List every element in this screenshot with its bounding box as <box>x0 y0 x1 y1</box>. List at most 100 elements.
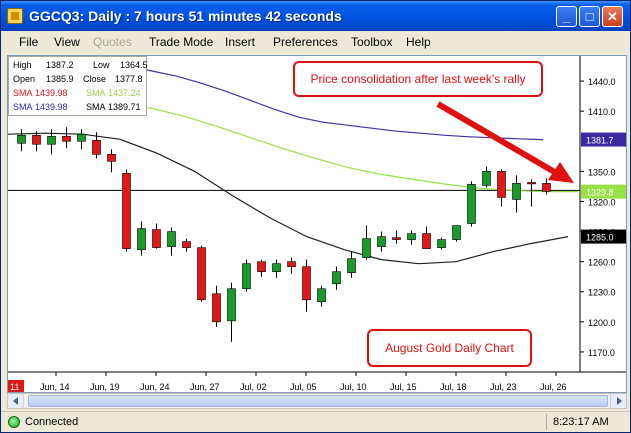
menu-help[interactable]: Help <box>406 35 431 49</box>
time-tick-label: Jun, 24 <box>140 382 170 392</box>
price-marker-label: 1381.7 <box>586 136 614 146</box>
app-icon <box>7 8 23 24</box>
annotation-arrowhead <box>548 162 574 183</box>
legend-sma2-label: SMA <box>86 88 106 98</box>
candle-up <box>437 239 446 248</box>
candle-up <box>377 236 386 247</box>
maximize-icon: □ <box>585 9 594 24</box>
candle-up <box>362 238 371 258</box>
candle-down <box>422 233 431 249</box>
scroll-left-icon[interactable] <box>8 394 24 408</box>
price-tick-label: 1350.0 <box>588 167 616 177</box>
candle-down <box>62 135 71 142</box>
price-tick-label: 1320.0 <box>588 197 616 207</box>
candle-up <box>167 231 176 247</box>
legend-low-label: Low <box>93 60 110 70</box>
menu-view[interactable]: View <box>54 35 80 49</box>
legend-sma1-value: 1439.98 <box>35 88 68 98</box>
price-tick-label: 1260.0 <box>588 258 616 268</box>
title-bar[interactable]: GGCQ3: Daily : 7 hours 51 minutes 42 sec… <box>1 1 630 31</box>
candle-down <box>497 171 506 198</box>
ohlc-legend: High 1387.2 Low 1364.5 Open 1385.9 Close… <box>8 56 148 116</box>
candle-up <box>47 135 56 145</box>
candle-up <box>482 171 491 186</box>
status-divider <box>546 414 547 430</box>
candle-down <box>152 229 161 248</box>
scroll-right-icon[interactable] <box>610 394 626 408</box>
price-chart[interactable]: 1440.01410.01350.01320.01290.01260.01230… <box>8 56 627 393</box>
scroll-thumb[interactable] <box>28 395 608 407</box>
price-axis <box>580 56 626 392</box>
price-marker <box>581 229 626 244</box>
legend-sma3-label: SMA <box>13 102 33 112</box>
price-tick-label: 1170.0 <box>588 348 615 358</box>
price-marker-label: 1285.0 <box>586 233 614 243</box>
candle-up <box>17 134 26 144</box>
candle-down <box>107 154 116 162</box>
time-tick-label: Jul, 26 <box>540 382 567 392</box>
minimize-button[interactable]: _ <box>556 6 577 27</box>
status-bar: Connected 8:23:17 AM <box>1 411 630 432</box>
close-button[interactable]: ✕ <box>602 6 623 27</box>
legend-low-value: 1364.5 <box>120 60 148 70</box>
candle-up <box>512 183 521 200</box>
candle-up <box>272 263 281 272</box>
price-tick-label: 1440.0 <box>588 77 616 87</box>
minimize-icon: _ <box>562 9 571 24</box>
menu-trade-mode[interactable]: Trade Mode <box>149 35 214 49</box>
menu-quotes: Quotes <box>93 35 132 49</box>
menu-file[interactable]: File <box>19 35 39 49</box>
candle-up <box>242 263 251 290</box>
sma-line-black <box>8 132 569 265</box>
menu-preferences[interactable]: Preferences <box>273 35 338 49</box>
legend-open-label: Open <box>13 74 36 84</box>
close-icon: ✕ <box>607 9 618 24</box>
candle-up <box>467 184 476 224</box>
candle-down <box>92 139 101 155</box>
menu-insert[interactable]: Insert <box>225 35 256 49</box>
price-tick-label: 1410.0 <box>588 107 616 117</box>
price-marker-label: 1329.8 <box>586 188 614 198</box>
sma-line-blue <box>102 62 544 141</box>
annotation-consolidation[interactable]: Price consolidation after last week's ra… <box>293 61 543 97</box>
price-tick-label: 1200.0 <box>588 318 616 328</box>
status-time: 8:23:17 AM <box>553 416 609 428</box>
candle-down <box>32 134 41 145</box>
candle-up <box>407 233 416 240</box>
annotation-arrow <box>436 101 560 177</box>
connection-status: Connected <box>25 416 79 428</box>
window-title: GGCQ3: Daily : 7 hours 51 minutes 42 sec… <box>29 8 342 24</box>
legend-sma4-value: 1389.71 <box>108 102 141 112</box>
candle-up <box>332 271 341 285</box>
legend-open-value: 1385.9 <box>46 74 74 84</box>
candle-down <box>122 173 131 249</box>
candle-down <box>527 182 536 185</box>
time-tick-label: 11 <box>10 382 19 392</box>
horizontal-scrollbar[interactable] <box>7 393 627 409</box>
candle-up <box>77 133 86 142</box>
candle-down <box>257 261 266 272</box>
time-tick-label: Jun, 14 <box>40 382 70 392</box>
time-tick-label: Jul, 23 <box>490 382 517 392</box>
legend-close-value: 1377.8 <box>115 74 143 84</box>
legend-close-label: Close <box>83 74 107 84</box>
time-tick-label: Jun, 19 <box>90 382 120 392</box>
candle-down <box>542 183 551 192</box>
menu-toolbox[interactable]: Toolbox <box>351 35 393 49</box>
legend-sma2-value: 1437.24 <box>108 88 141 98</box>
candle-up <box>347 258 356 273</box>
legend-sma1-label: SMA <box>13 88 33 98</box>
maximize-button[interactable]: □ <box>579 6 600 27</box>
legend-high-label: High <box>13 60 32 70</box>
annotation-chart-title[interactable]: August Gold Daily Chart <box>367 329 532 367</box>
time-tick-label: Jul, 18 <box>440 382 467 392</box>
legend-sma3-value: 1439.98 <box>35 102 68 112</box>
candle-down <box>302 266 311 301</box>
time-start-marker <box>8 380 24 392</box>
connection-status-icon <box>8 416 20 428</box>
candle-up <box>137 228 146 250</box>
candle-down <box>182 241 191 248</box>
time-tick-label: Jul, 02 <box>240 382 267 392</box>
candle-up <box>317 288 326 303</box>
candle-down <box>212 293 221 323</box>
